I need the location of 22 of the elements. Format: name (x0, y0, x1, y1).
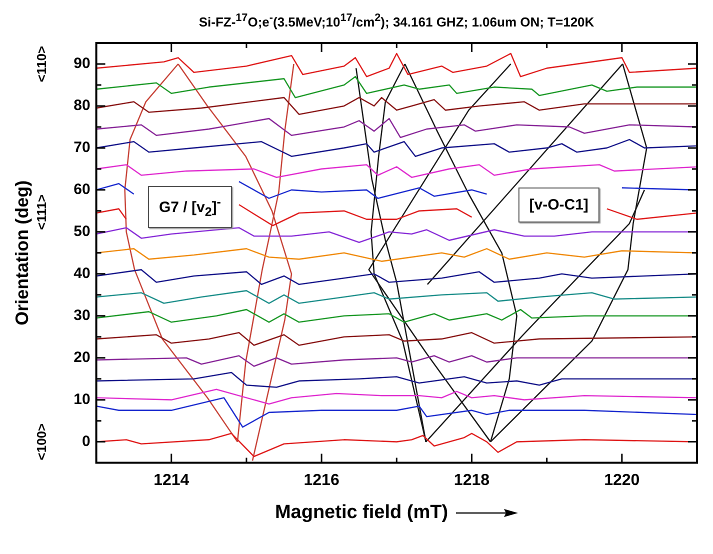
y-tick-label: 30 (74, 307, 90, 324)
y-tick-label: 60 (74, 181, 90, 198)
x-tick-label: 1214 (154, 472, 190, 489)
annotation: G7 / [v$_{2}$]$^{-}$ (148, 186, 232, 228)
annotation: [v-O-C1] (518, 187, 600, 222)
y-tick-label: 70 (74, 139, 90, 156)
x-axis-title: Magnetic field (mT) (274, 502, 448, 524)
x-tick-label: 1216 (304, 472, 340, 489)
text: <100> (34, 422, 49, 460)
x-tick-label: 1220 (604, 472, 640, 489)
x-tick-label: 1218 (454, 472, 490, 489)
y-tick-label: 40 (74, 265, 90, 282)
chart-title: Si-FZ-$^{17}$O;e$^{-}$(3.5MeV;10$^{17}$/cm$^{2}$); 34.161 GHZ; 1.06um ON; T=120K (198, 12, 594, 30)
y-tick-label: 0 (82, 432, 90, 450)
y-tick-label: 50 (74, 223, 90, 240)
text: <110> (34, 46, 49, 82)
y-tick-label: 90 (74, 55, 90, 72)
y-tick-label: 80 (74, 97, 90, 114)
text: <111> (34, 194, 49, 230)
y-tick-label: 20 (74, 348, 90, 366)
y-tick-label: 10 (74, 390, 90, 408)
y-axis-title: Orientation (deg) (12, 180, 32, 326)
